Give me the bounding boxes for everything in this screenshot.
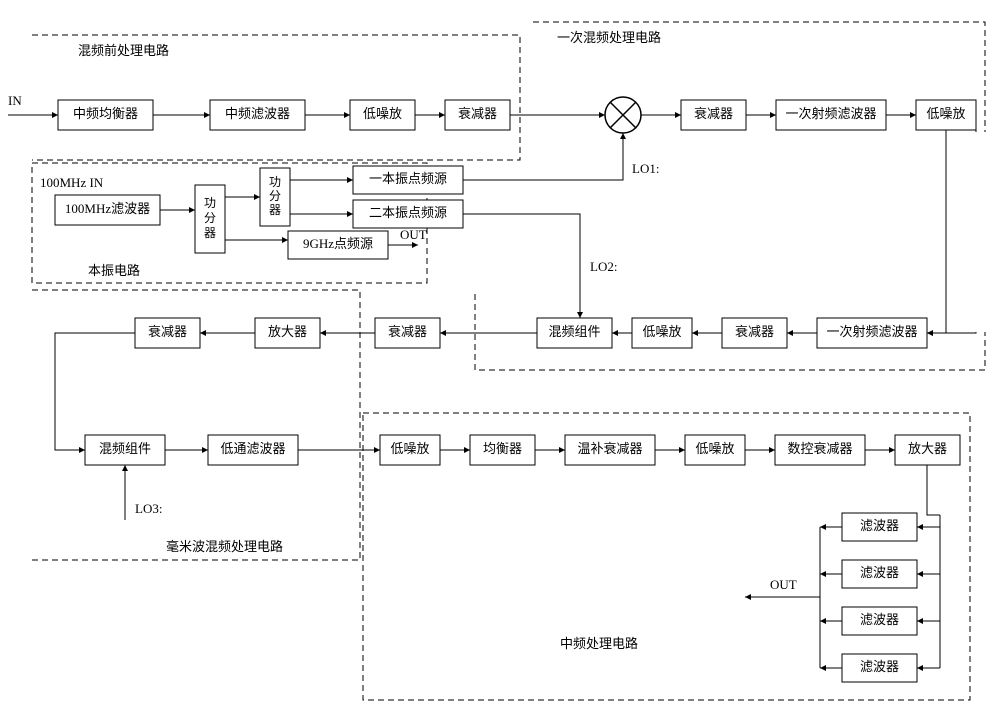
lbl-r1-eq: 中频均衡器	[73, 106, 138, 121]
section-premix-title: 混频前处理电路	[78, 43, 169, 58]
lbl-r4-dca: 数控衰减器	[787, 441, 852, 456]
svg-text:器: 器	[269, 203, 281, 217]
svg-text:功: 功	[204, 196, 216, 210]
svg-text:滤波器: 滤波器	[860, 612, 899, 627]
svg-text:滤波器: 滤波器	[860, 565, 899, 580]
lbl-r1-att: 衰减器	[458, 106, 497, 121]
filter-bank: 滤波器 滤波器 滤波器 滤波器	[820, 513, 940, 682]
edge-amp-down	[927, 465, 940, 515]
lbl-r4-amp: 放大器	[908, 441, 947, 456]
edge-lo2	[463, 214, 580, 318]
section-firstmix-title: 一次混频处理电路	[557, 30, 661, 45]
lbl-lo-lo2src: 二本振点频源	[369, 205, 447, 220]
lbl-lo-filt100: 100MHz滤波器	[65, 201, 150, 216]
lbl-r1-lna: 低噪放	[363, 106, 402, 121]
lbl-r4-eq: 均衡器	[483, 441, 522, 456]
svg-text:器: 器	[204, 226, 216, 240]
svg-text:滤波器: 滤波器	[860, 518, 899, 533]
edge-lo1	[463, 133, 623, 180]
lbl-r1-filt: 中频滤波器	[225, 106, 290, 121]
lbl-r3-lna: 低噪放	[642, 324, 681, 339]
label-lo2: LO2:	[590, 259, 617, 274]
lbl-r4-temp: 温补衰减器	[577, 441, 642, 456]
lbl-r3-mix: 混频组件	[548, 324, 600, 339]
lbl-r3-att: 衰减器	[735, 324, 774, 339]
edge-wrap2	[55, 333, 135, 450]
lbl-r1-att2: 衰减器	[694, 106, 733, 121]
section-mmw-title: 毫米波混频处理电路	[166, 539, 283, 554]
lbl-r4-lna2: 低噪放	[695, 441, 734, 456]
lbl-r4-lpf: 低通滤波器	[220, 441, 285, 456]
svg-text:分: 分	[269, 189, 281, 203]
label-in: IN	[8, 93, 22, 108]
svg-text:滤波器: 滤波器	[860, 659, 899, 674]
diagram-root: 混频前处理电路 一次混频处理电路 本振电路 毫米波混频处理电路 中频处理电路 I…	[0, 0, 1000, 717]
lbl-r3-att3: 衰减器	[148, 324, 187, 339]
lbl-r4-mix: 混频组件	[99, 441, 151, 456]
label-out: OUT	[770, 577, 797, 592]
svg-text:分: 分	[204, 211, 216, 225]
lbl-r1-lna2: 低噪放	[926, 106, 965, 121]
svg-text:功: 功	[269, 175, 281, 189]
lbl-r1-rf1: 一次射频滤波器	[785, 106, 876, 121]
lbl-lo-lo1src: 一本振点频源	[369, 171, 447, 186]
label-refin: 100MHz IN	[40, 175, 104, 190]
label-lo1: LO1:	[632, 161, 659, 176]
lbl-r4-lna: 低噪放	[390, 441, 429, 456]
lbl-r3-att2: 衰减器	[388, 324, 427, 339]
label-lo3: LO3:	[135, 501, 162, 516]
label-out9g: OUT	[400, 227, 427, 242]
lbl-r3-amp: 放大器	[268, 324, 307, 339]
section-ifproc-title: 中频处理电路	[560, 636, 638, 651]
lbl-lo-src9g: 9GHz点频源	[303, 236, 373, 251]
lbl-r3-rf1b: 一次射频滤波器	[826, 324, 917, 339]
section-lo-title: 本振电路	[88, 263, 140, 278]
